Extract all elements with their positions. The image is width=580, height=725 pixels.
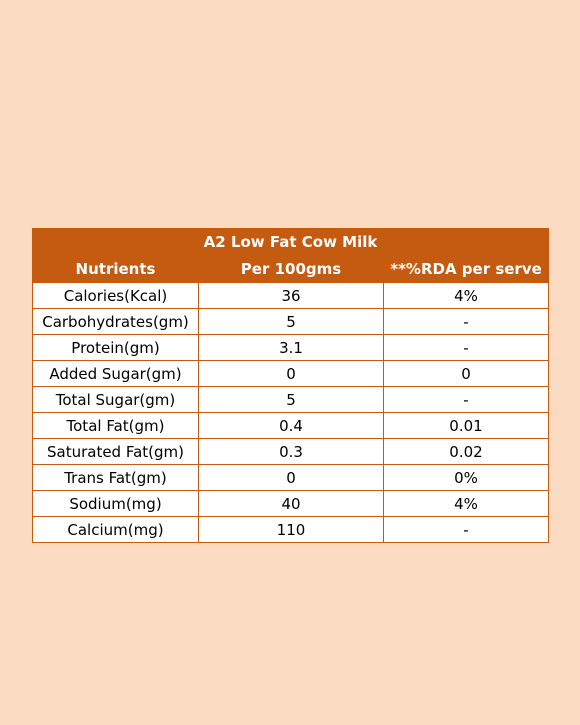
nutrient-per-100gms: 36: [198, 282, 384, 309]
table-row: Total Sugar(gm) 5 -: [32, 386, 550, 413]
nutrition-table-container: A2 Low Fat Cow Milk Nutrients Per 100gms…: [31, 228, 550, 543]
nutrient-name: Saturated Fat(gm): [32, 438, 199, 465]
column-header-per-100gms: Per 100gms: [198, 255, 384, 283]
table-row: Total Fat(gm) 0.4 0.01: [32, 412, 550, 439]
nutrient-rda: 4%: [382, 282, 550, 309]
nutrition-table: A2 Low Fat Cow Milk Nutrients Per 100gms…: [31, 228, 550, 543]
nutrient-name: Total Sugar(gm): [32, 386, 199, 413]
nutrient-rda: -: [382, 308, 550, 335]
nutrient-per-100gms: 0: [198, 464, 384, 491]
table-row: Added Sugar(gm) 0 0: [32, 360, 550, 387]
nutrient-name: Total Fat(gm): [32, 412, 199, 439]
table-row: Carbohydrates(gm) 5 -: [32, 308, 550, 335]
nutrient-rda: -: [382, 516, 550, 543]
table-title: A2 Low Fat Cow Milk: [31, 228, 550, 256]
table-header-row: Nutrients Per 100gms **%RDA per serve: [32, 255, 550, 283]
nutrient-name: Carbohydrates(gm): [32, 308, 199, 335]
nutrient-per-100gms: 40: [198, 490, 384, 517]
table-title-row: A2 Low Fat Cow Milk: [31, 228, 550, 256]
nutrient-per-100gms: 5: [198, 386, 384, 413]
nutrient-per-100gms: 0: [198, 360, 384, 387]
nutrient-name: Calories(Kcal): [32, 282, 199, 309]
nutrient-per-100gms: 5: [198, 308, 384, 335]
column-header-nutrients: Nutrients: [32, 255, 199, 283]
table-row: Sodium(mg) 40 4%: [32, 490, 550, 517]
column-header-rda: **%RDA per serve: [382, 255, 550, 283]
nutrient-name: Sodium(mg): [32, 490, 199, 517]
table-row: Calcium(mg) 110 -: [32, 516, 550, 543]
nutrient-rda: 0: [382, 360, 550, 387]
nutrient-rda: -: [382, 334, 550, 361]
table-row: Calories(Kcal) 36 4%: [32, 282, 550, 309]
nutrient-name: Trans Fat(gm): [32, 464, 199, 491]
nutrient-per-100gms: 0.3: [198, 438, 384, 465]
nutrient-rda: -: [382, 386, 550, 413]
nutrient-rda: 0%: [382, 464, 550, 491]
nutrient-per-100gms: 110: [198, 516, 384, 543]
nutrient-rda: 4%: [382, 490, 550, 517]
table-row: Trans Fat(gm) 0 0%: [32, 464, 550, 491]
table-row: Saturated Fat(gm) 0.3 0.02: [32, 438, 550, 465]
nutrient-per-100gms: 0.4: [198, 412, 384, 439]
nutrient-rda: 0.01: [382, 412, 550, 439]
nutrient-name: Protein(gm): [32, 334, 199, 361]
nutrient-name: Calcium(mg): [32, 516, 199, 543]
nutrient-name: Added Sugar(gm): [32, 360, 199, 387]
nutrient-rda: 0.02: [382, 438, 550, 465]
table-row: Protein(gm) 3.1 -: [32, 334, 550, 361]
nutrient-per-100gms: 3.1: [198, 334, 384, 361]
